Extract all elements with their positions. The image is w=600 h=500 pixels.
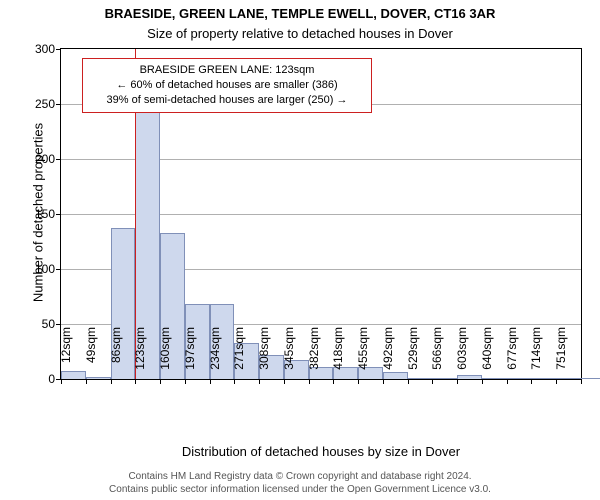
x-tick-label: 160sqm bbox=[158, 327, 172, 387]
chart-container: BRAESIDE, GREEN LANE, TEMPLE EWELL, DOVE… bbox=[0, 0, 600, 500]
x-tick-label: 529sqm bbox=[406, 327, 420, 387]
x-tick-label: 418sqm bbox=[331, 327, 345, 387]
y-tick-label: 100 bbox=[35, 262, 55, 276]
x-tick-label: 197sqm bbox=[183, 327, 197, 387]
x-tick-label: 455sqm bbox=[356, 327, 370, 387]
x-tick-label: 49sqm bbox=[84, 327, 98, 387]
y-tick-mark bbox=[56, 214, 61, 215]
x-tick-label: 492sqm bbox=[381, 327, 395, 387]
y-tick-mark bbox=[56, 324, 61, 325]
y-tick-mark bbox=[56, 159, 61, 160]
legend-box: BRAESIDE GREEN LANE: 123sqm← 60% of deta… bbox=[82, 58, 372, 113]
histogram-bar bbox=[581, 378, 600, 379]
copyright-line-2: Contains public sector information licen… bbox=[0, 483, 600, 496]
y-tick-mark bbox=[56, 104, 61, 105]
x-tick-label: 566sqm bbox=[430, 327, 444, 387]
x-tick-label: 640sqm bbox=[480, 327, 494, 387]
x-tick-label: 751sqm bbox=[554, 327, 568, 387]
legend-line-2: ← 60% of detached houses are smaller (38… bbox=[91, 78, 363, 93]
x-tick-label: 123sqm bbox=[133, 327, 147, 387]
legend-line-3: 39% of semi-detached houses are larger (… bbox=[91, 93, 363, 108]
y-tick-label: 300 bbox=[35, 42, 55, 56]
y-tick-mark bbox=[56, 269, 61, 270]
x-tick-label: 86sqm bbox=[109, 327, 123, 387]
x-tick-label: 345sqm bbox=[282, 327, 296, 387]
x-tick-label: 603sqm bbox=[455, 327, 469, 387]
x-tick-label: 234sqm bbox=[208, 327, 222, 387]
x-tick-label: 677sqm bbox=[505, 327, 519, 387]
y-tick-label: 150 bbox=[35, 207, 55, 221]
legend-line-1: BRAESIDE GREEN LANE: 123sqm bbox=[91, 63, 363, 78]
x-tick-label: 308sqm bbox=[257, 327, 271, 387]
y-tick-mark bbox=[56, 49, 61, 50]
chart-title-main: BRAESIDE, GREEN LANE, TEMPLE EWELL, DOVE… bbox=[0, 6, 600, 21]
y-tick-label: 250 bbox=[35, 97, 55, 111]
chart-title-sub: Size of property relative to detached ho… bbox=[0, 26, 600, 41]
y-tick-label: 200 bbox=[35, 152, 55, 166]
x-tick-label: 12sqm bbox=[59, 327, 73, 387]
copyright-notice: Contains HM Land Registry data © Crown c… bbox=[0, 470, 600, 496]
x-tick-label: 271sqm bbox=[232, 327, 246, 387]
copyright-line-1: Contains HM Land Registry data © Crown c… bbox=[0, 470, 600, 483]
x-tick-label: 382sqm bbox=[307, 327, 321, 387]
y-tick-label: 50 bbox=[42, 317, 55, 331]
y-tick-label: 0 bbox=[48, 372, 55, 386]
x-tick-label: 714sqm bbox=[529, 327, 543, 387]
x-axis-label: Distribution of detached houses by size … bbox=[61, 444, 581, 459]
x-tick-mark bbox=[581, 379, 582, 384]
